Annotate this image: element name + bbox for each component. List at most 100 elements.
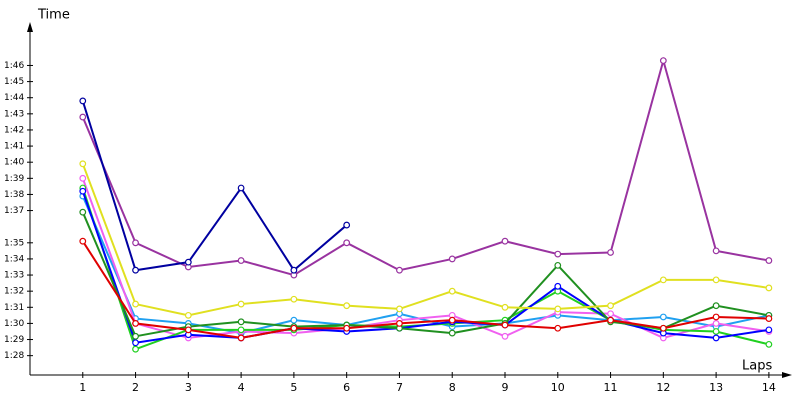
point (659, 324, 667, 332)
x-tick-label: 2 (132, 381, 139, 394)
point (607, 302, 614, 310)
point (343, 221, 351, 229)
point (79, 187, 87, 195)
point (290, 266, 298, 274)
series-line (81, 190, 770, 344)
point (132, 320, 139, 327)
y-tick-label: 1:30 (4, 319, 24, 329)
point (712, 302, 720, 310)
series-line (81, 177, 770, 339)
point (607, 316, 614, 324)
point (79, 97, 87, 105)
point (448, 316, 456, 324)
x-tick-label: 10 (551, 381, 565, 394)
point (712, 247, 720, 255)
point (79, 237, 87, 245)
point (184, 311, 192, 319)
point (132, 239, 139, 247)
y-tick-label: 1:43 (4, 109, 24, 119)
point (237, 318, 245, 326)
point (765, 284, 773, 292)
x-tick-label: 12 (656, 381, 670, 394)
y-tick-label: 1:29 (4, 335, 24, 345)
x-axis-arrow (782, 372, 792, 378)
x-tick-label: 5 (290, 381, 297, 394)
point (554, 324, 562, 332)
point (712, 320, 720, 327)
point (237, 334, 245, 342)
x-tick-label: 4 (238, 381, 245, 394)
point (290, 316, 298, 324)
point (237, 326, 245, 334)
y-tick-label: 1:32 (4, 287, 24, 297)
series-line (81, 100, 348, 272)
x-tick-label: 13 (709, 381, 723, 394)
point (448, 255, 456, 263)
point (554, 282, 562, 290)
y-tick-label: 1:39 (4, 174, 24, 184)
point (343, 239, 351, 247)
point (765, 257, 773, 264)
point (79, 113, 87, 121)
point (712, 328, 720, 335)
point (79, 174, 87, 182)
point (79, 160, 87, 168)
point (712, 334, 720, 342)
x-tick-label: 8 (449, 381, 456, 394)
point (501, 332, 509, 340)
point (659, 276, 667, 284)
point (290, 295, 298, 303)
point (659, 313, 667, 321)
y-tick-label: 1:35 (4, 238, 24, 248)
x-axis-title: Laps (742, 359, 772, 374)
point (607, 249, 614, 256)
x-tick-label: 3 (185, 381, 192, 394)
point (184, 326, 192, 334)
point (132, 300, 139, 308)
y-axis-arrow (27, 22, 33, 32)
x-tick-label: 7 (396, 381, 403, 394)
y-tick-label: 1:33 (4, 271, 24, 281)
point (132, 345, 139, 353)
point (396, 305, 403, 313)
y-axis-title: Time (37, 8, 70, 23)
point (554, 261, 562, 269)
point (184, 258, 192, 266)
x-tick-label: 14 (762, 381, 776, 394)
point (237, 300, 245, 308)
point (343, 324, 351, 332)
point (396, 266, 403, 274)
y-tick-label: 1:44 (4, 93, 24, 103)
point (132, 339, 139, 347)
point (448, 287, 456, 295)
series-line (81, 163, 770, 317)
y-tick-label: 1:28 (4, 351, 24, 361)
x-tick-label: 11 (604, 381, 618, 394)
point (554, 305, 562, 313)
y-tick-label: 1:45 (4, 77, 24, 87)
point (132, 266, 139, 274)
y-tick-label: 1:34 (4, 254, 24, 264)
point (554, 250, 562, 258)
y-tick-label: 1:40 (4, 158, 24, 168)
point (448, 329, 456, 337)
point (712, 276, 720, 284)
series-line (81, 56, 770, 277)
y-tick-label: 1:42 (4, 125, 24, 135)
point (501, 321, 509, 329)
point (132, 332, 139, 340)
point (79, 208, 87, 216)
point (501, 237, 509, 245)
point (765, 326, 773, 334)
point (765, 340, 773, 348)
x-tick-label: 1 (79, 381, 86, 394)
series-line (81, 240, 769, 339)
x-tick-label: 6 (343, 381, 350, 394)
point (501, 303, 509, 311)
point (290, 324, 298, 332)
point (343, 302, 351, 310)
y-tick-label: 1:46 (4, 61, 24, 71)
y-tick-label: 1:37 (4, 206, 24, 216)
point (396, 320, 403, 327)
